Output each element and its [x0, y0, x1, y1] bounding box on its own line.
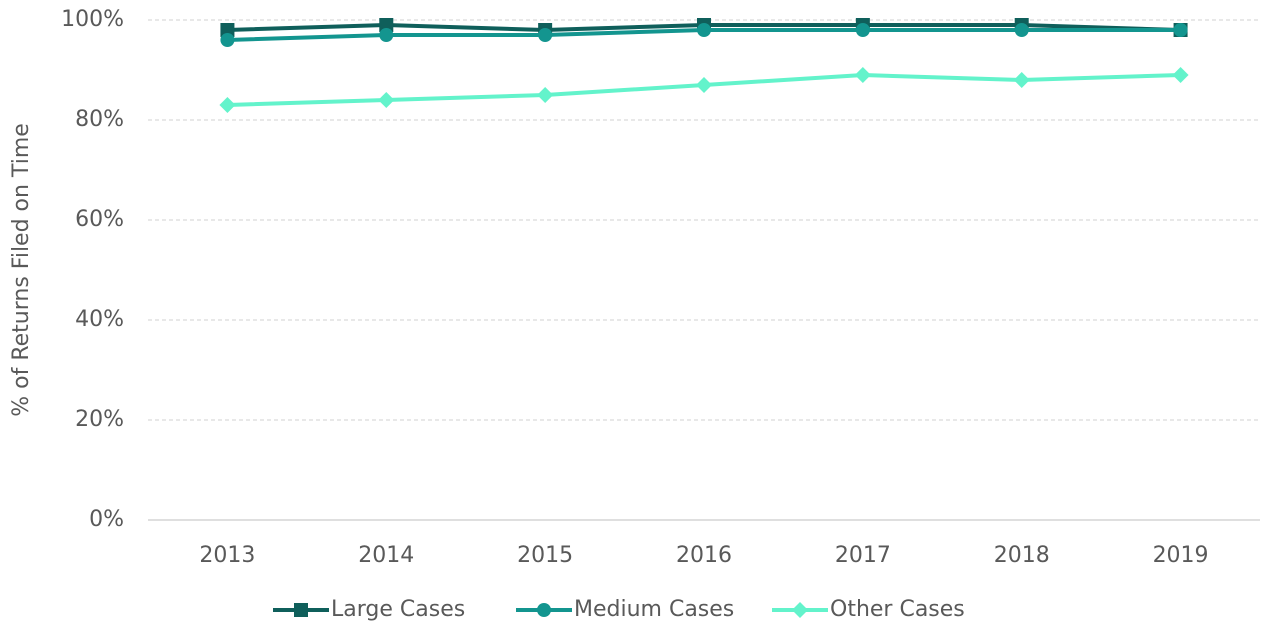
legend-label: Medium Cases	[574, 597, 734, 622]
y-tick-label: 60%	[75, 207, 124, 232]
x-tick-label: 2019	[1153, 543, 1209, 568]
x-tick-label: 2013	[199, 543, 255, 568]
legend-label: Other Cases	[830, 597, 965, 622]
marker	[1172, 67, 1189, 83]
y-tick-label: 0%	[89, 507, 124, 532]
marker	[854, 67, 871, 83]
marker	[1014, 23, 1029, 37]
marker	[379, 18, 394, 32]
y-axis-title: % of Returns Filed on Time	[9, 123, 34, 417]
marker	[1173, 23, 1188, 37]
x-tick-label: 2018	[994, 543, 1050, 568]
marker	[697, 23, 711, 37]
marker	[379, 28, 394, 42]
marker	[1013, 72, 1030, 88]
marker	[537, 603, 551, 617]
y-tick-label: 40%	[75, 307, 124, 332]
marker	[855, 23, 870, 37]
marker	[792, 602, 808, 618]
legend-label: Large Cases	[331, 597, 465, 622]
marker	[294, 603, 308, 617]
marker	[378, 92, 395, 108]
x-tick-label: 2017	[835, 543, 891, 568]
marker	[696, 77, 712, 93]
x-tick-label: 2016	[676, 543, 732, 568]
y-tick-label: 20%	[75, 407, 124, 432]
marker	[219, 97, 236, 113]
x-tick-label: 2014	[358, 543, 414, 568]
marker	[537, 87, 554, 103]
marker	[538, 28, 553, 42]
marker	[220, 23, 235, 37]
y-tick-label: 100%	[61, 7, 124, 32]
y-tick-label: 80%	[75, 107, 124, 132]
marker	[220, 33, 235, 47]
x-tick-label: 2015	[517, 543, 573, 568]
